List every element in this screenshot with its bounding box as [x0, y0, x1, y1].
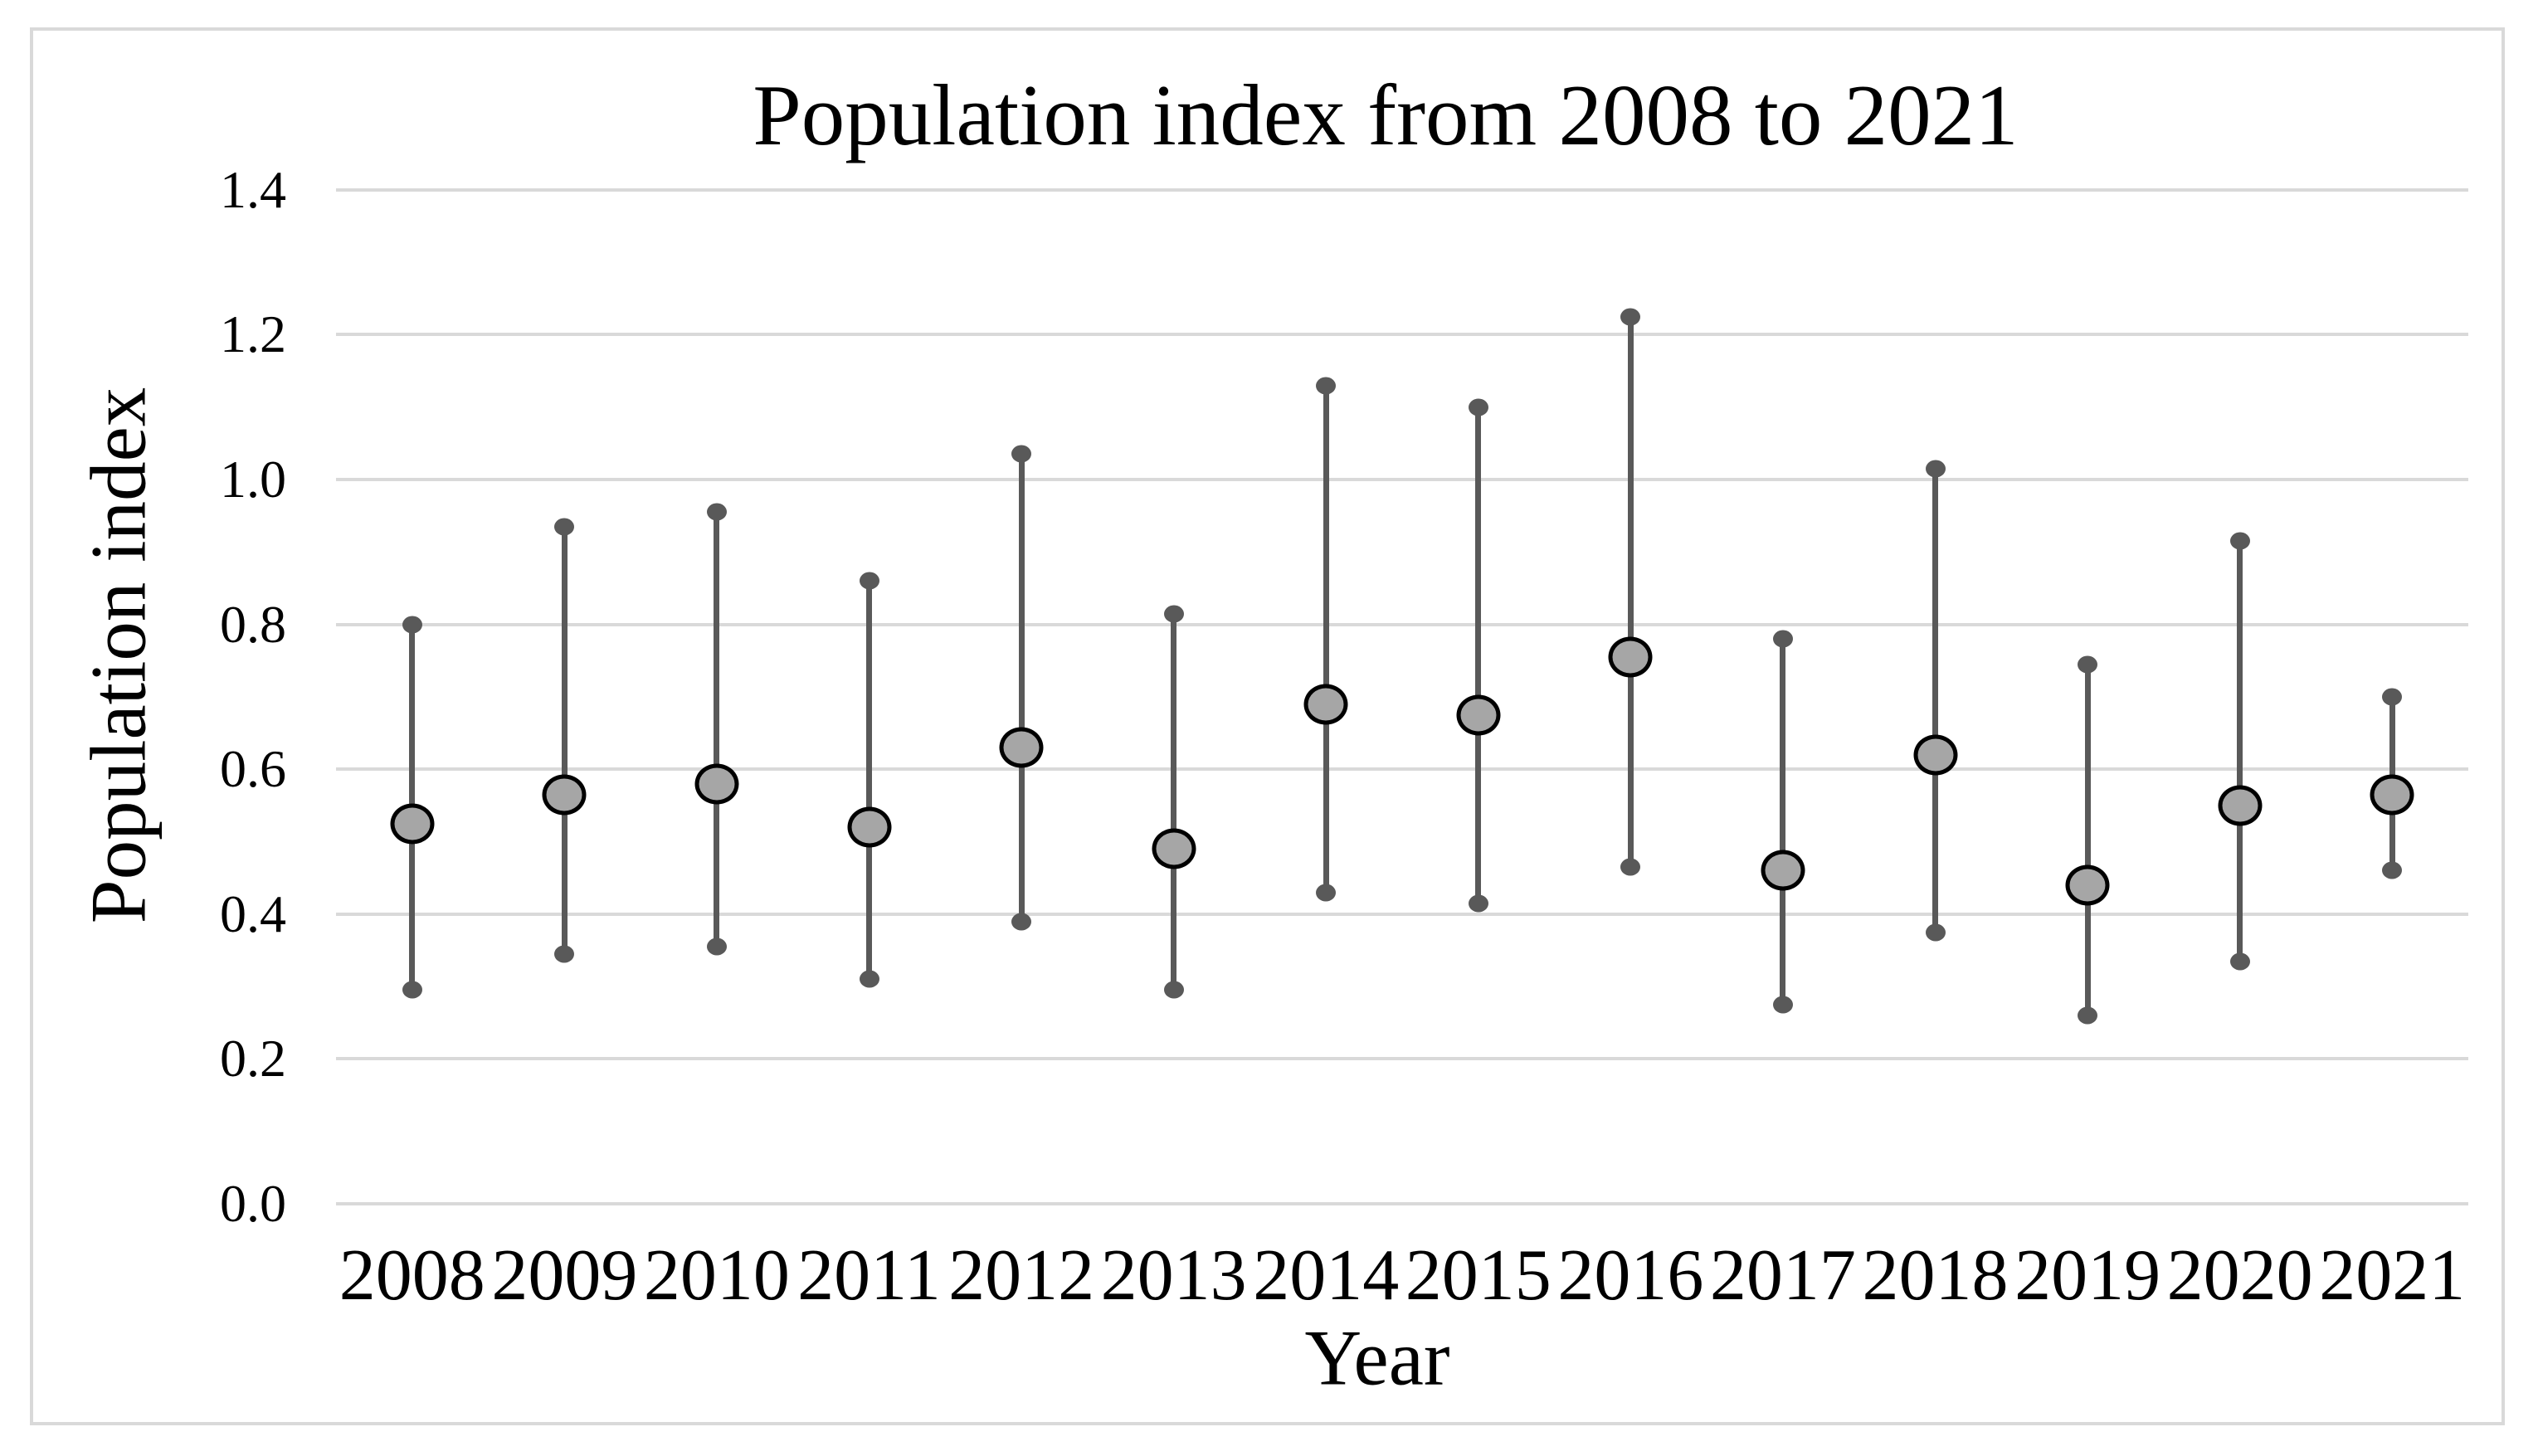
mean-marker — [1608, 636, 1653, 678]
y-tick-label: 0.6 — [220, 739, 286, 799]
error-bar — [2237, 541, 2243, 962]
ci-lower-dot — [1011, 913, 1032, 931]
y-tick-label: 0.0 — [220, 1174, 286, 1233]
mean-marker — [1913, 734, 1957, 776]
error-bar — [1627, 316, 1634, 868]
y-tick-label: 1.4 — [220, 159, 286, 219]
y-tick-label: 0.2 — [220, 1029, 286, 1088]
ci-upper-dot — [2382, 688, 2403, 706]
ci-upper-dot — [1925, 460, 1946, 478]
ci-upper-dot — [402, 616, 422, 634]
mean-marker — [390, 803, 435, 845]
x-tick-label: 2021 — [2319, 1235, 2466, 1316]
error-bar — [561, 526, 568, 954]
ci-lower-dot — [2229, 952, 2250, 971]
ci-lower-dot — [706, 937, 727, 956]
mean-marker — [1303, 684, 1348, 725]
chart-border-frame — [30, 27, 2505, 1425]
x-axis-title: Year — [1304, 1313, 1450, 1402]
y-tick-label: 0.4 — [220, 884, 286, 943]
mean-marker — [1456, 694, 1501, 736]
ci-upper-dot — [859, 572, 879, 590]
ci-upper-dot — [2229, 532, 2250, 550]
mean-marker — [2218, 785, 2263, 826]
ci-upper-dot — [1772, 630, 1793, 648]
x-tick-label: 2015 — [1405, 1235, 1552, 1316]
mean-marker — [1761, 850, 1805, 891]
ci-upper-dot — [1468, 398, 1488, 416]
x-tick-label: 2009 — [491, 1235, 638, 1316]
gridline — [336, 333, 2468, 337]
mean-marker — [1152, 828, 1196, 869]
mean-marker — [999, 727, 1044, 768]
x-tick-label: 2012 — [948, 1235, 1095, 1316]
ci-lower-dot — [1163, 981, 1184, 999]
x-tick-label: 2013 — [1100, 1235, 1247, 1316]
ci-lower-dot — [1316, 884, 1337, 902]
gridline — [336, 912, 2468, 916]
x-tick-label: 2016 — [1557, 1235, 1704, 1316]
error-bar — [1171, 613, 1177, 991]
ci-upper-dot — [1620, 308, 1641, 326]
ci-lower-dot — [1468, 894, 1488, 913]
ci-upper-dot — [706, 503, 727, 521]
x-tick-label: 2020 — [2166, 1235, 2313, 1316]
ci-lower-dot — [1620, 858, 1641, 876]
ci-lower-dot — [2382, 861, 2403, 879]
gridline — [336, 622, 2468, 626]
error-bar — [1780, 639, 1786, 1005]
ci-upper-dot — [2078, 655, 2098, 674]
ci-upper-dot — [554, 518, 575, 536]
y-tick-label: 1.0 — [220, 450, 286, 509]
gridline — [336, 767, 2468, 772]
ci-lower-dot — [2078, 1006, 2098, 1025]
ci-lower-dot — [554, 945, 575, 963]
x-tick-label: 2011 — [797, 1235, 941, 1316]
x-tick-label: 2019 — [2014, 1235, 2161, 1316]
x-tick-label: 2008 — [339, 1235, 485, 1316]
y-tick-label: 1.2 — [220, 304, 286, 364]
x-tick-label: 2014 — [1253, 1235, 1400, 1316]
error-bar — [1018, 454, 1025, 922]
error-bar — [866, 581, 872, 980]
error-bar — [1323, 385, 1329, 893]
error-bar — [714, 512, 720, 947]
mean-marker — [2065, 864, 2110, 906]
chart-title: Population index from 2008 to 2021 — [753, 66, 2019, 163]
x-tick-label: 2018 — [1862, 1235, 2009, 1316]
gridline — [336, 1202, 2468, 1205]
ci-upper-dot — [1163, 605, 1184, 622]
gridline — [336, 478, 2468, 481]
ci-lower-dot — [1925, 923, 1946, 942]
error-bar — [2084, 664, 2091, 1015]
ci-lower-dot — [1772, 996, 1793, 1014]
ci-lower-dot — [402, 981, 422, 999]
ci-upper-dot — [1011, 445, 1032, 463]
ci-lower-dot — [859, 970, 879, 988]
mean-marker — [847, 806, 891, 848]
gridline — [336, 1057, 2468, 1061]
x-tick-label: 2017 — [1709, 1235, 1856, 1316]
ci-upper-dot — [1316, 377, 1337, 394]
error-bar — [1475, 407, 1482, 903]
y-tick-label: 0.8 — [220, 594, 286, 654]
mean-marker — [542, 774, 587, 816]
mean-marker — [2370, 774, 2414, 816]
error-bar — [1932, 468, 1938, 933]
gridline — [336, 187, 2468, 192]
mean-marker — [694, 763, 739, 805]
x-tick-label: 2010 — [643, 1235, 790, 1316]
